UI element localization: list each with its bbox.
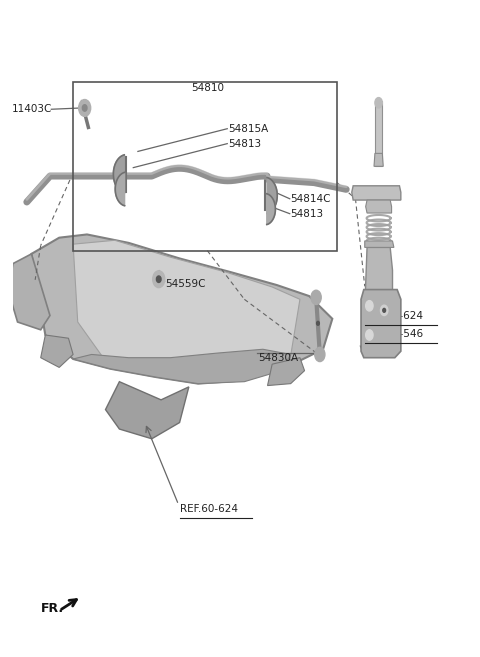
Text: 54815A: 54815A — [228, 124, 268, 134]
Text: 54813: 54813 — [291, 209, 324, 219]
Polygon shape — [113, 155, 124, 193]
Text: 11403C: 11403C — [12, 104, 52, 114]
Circle shape — [153, 271, 165, 288]
Polygon shape — [73, 350, 291, 384]
Text: 54559C: 54559C — [166, 279, 206, 289]
Circle shape — [79, 99, 91, 116]
Polygon shape — [366, 200, 392, 213]
Polygon shape — [73, 240, 300, 374]
Circle shape — [366, 330, 373, 340]
Circle shape — [317, 321, 319, 325]
Polygon shape — [365, 241, 394, 248]
Circle shape — [366, 301, 373, 311]
Polygon shape — [365, 248, 393, 328]
Text: 54810: 54810 — [191, 83, 224, 93]
Circle shape — [156, 276, 161, 283]
Text: REF.54-546: REF.54-546 — [365, 328, 423, 339]
Polygon shape — [374, 153, 383, 166]
Polygon shape — [106, 382, 189, 439]
Text: 54813: 54813 — [228, 139, 261, 148]
Circle shape — [315, 348, 325, 361]
Bar — [375, 101, 383, 166]
Polygon shape — [267, 177, 277, 214]
Polygon shape — [115, 172, 125, 206]
Circle shape — [375, 98, 383, 108]
Text: REF.60-624: REF.60-624 — [365, 311, 423, 321]
Circle shape — [83, 104, 87, 111]
Polygon shape — [352, 186, 401, 200]
Text: 54814C: 54814C — [291, 194, 331, 204]
Polygon shape — [267, 357, 304, 386]
Polygon shape — [361, 290, 401, 357]
Polygon shape — [8, 254, 50, 330]
Text: FR.: FR. — [41, 602, 64, 615]
Bar — [73, 82, 337, 251]
Text: REF.60-624: REF.60-624 — [180, 504, 238, 514]
Circle shape — [311, 290, 321, 304]
Polygon shape — [31, 235, 332, 384]
Circle shape — [381, 305, 388, 315]
Circle shape — [383, 308, 385, 312]
Text: 54830A: 54830A — [258, 353, 299, 363]
Polygon shape — [41, 335, 73, 367]
Polygon shape — [267, 194, 276, 225]
